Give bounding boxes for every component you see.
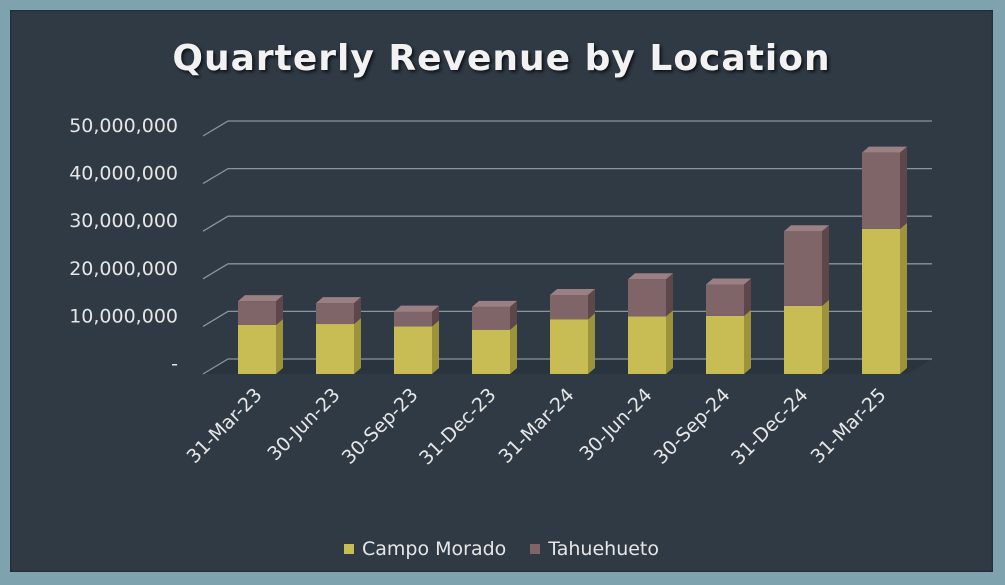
legend-label-tahuehueto: Tahuehueto	[548, 538, 660, 560]
y-tick-label: 10,000,000	[69, 305, 178, 327]
bar-tahuehueto-5	[628, 279, 666, 317]
legend-swatch-tahuehueto	[530, 544, 541, 554]
bar-campo-morado-5	[628, 316, 666, 374]
legend-item-tahuehueto: Tahuehueto	[530, 538, 659, 560]
bar-top-0	[238, 295, 283, 302]
bar-side-1-0	[276, 295, 283, 325]
gridline	[202, 215, 932, 232]
bar-top-1	[316, 297, 361, 304]
x-tick-label: 31-Mar-24	[495, 384, 579, 468]
bar-side-0-2	[432, 320, 439, 374]
bar-side-0-7	[822, 299, 829, 374]
bar-top-3	[472, 300, 517, 307]
bar-top-5	[628, 273, 673, 280]
y-tick-label: 50,000,000	[69, 115, 178, 137]
bar-side-1-3	[510, 300, 517, 330]
bar-campo-morado-1	[316, 324, 354, 374]
bar-side-0-6	[744, 309, 751, 374]
bar-side-0-1	[354, 318, 361, 374]
bar-side-1-7	[822, 225, 829, 306]
bar-tahuehueto-6	[706, 284, 744, 316]
legend: Campo Morado Tahuehueto	[10, 538, 993, 560]
bar-side-1-4	[588, 288, 595, 320]
bar-campo-morado-3	[472, 329, 510, 374]
legend-label-campo-morado: Campo Morado	[361, 538, 507, 560]
x-tick-label: 31-Mar-23	[183, 384, 267, 468]
x-tick-label: 30-Sep-23	[338, 384, 423, 469]
bar-top-2	[394, 305, 439, 312]
bar-tahuehueto-1	[316, 303, 354, 325]
gridline	[202, 120, 932, 137]
bar-side-1-8	[900, 146, 907, 229]
y-tick-label: 40,000,000	[69, 163, 178, 185]
bar-campo-morado-7	[784, 305, 822, 374]
bar-top-7	[784, 225, 829, 232]
bar-side-0-5	[666, 310, 673, 374]
bar-tahuehueto-7	[784, 231, 822, 306]
y-tick-label: -	[171, 353, 178, 375]
bar-campo-morado-2	[394, 326, 432, 374]
bar-campo-morado-0	[238, 324, 276, 374]
x-tick-label: 31-Dec-23	[415, 384, 500, 469]
y-tick-label: 30,000,000	[69, 210, 178, 232]
bar-top-4	[550, 288, 595, 295]
bar-tahuehueto-4	[550, 294, 588, 320]
bar-tahuehueto-0	[238, 301, 276, 325]
bar-campo-morado-8	[862, 228, 900, 374]
gridline	[202, 263, 932, 280]
bar-side-0-3	[510, 323, 517, 374]
gridline	[202, 358, 932, 375]
bar-side-1-1	[354, 297, 361, 325]
bar-side-1-6	[744, 278, 751, 316]
y-tick-label: 20,000,000	[69, 258, 178, 280]
bar-tahuehueto-8	[862, 152, 900, 229]
x-tick-label: 31-Dec-24	[727, 384, 812, 469]
bar-top-6	[706, 278, 751, 285]
bar-top-8	[862, 146, 907, 153]
gridline	[202, 310, 932, 327]
gridline	[202, 167, 932, 185]
bar-side-0-4	[588, 313, 595, 374]
bar-side-0-8	[900, 222, 907, 374]
bar-tahuehueto-2	[394, 311, 432, 327]
bar-side-0-0	[276, 318, 283, 374]
chart-title: Quarterly Revenue by Location	[172, 38, 831, 79]
bar-side-1-5	[666, 273, 673, 317]
bar-tahuehueto-3	[472, 306, 510, 330]
x-tick-label: 30-Jun-24	[575, 384, 656, 465]
x-tick-label: 30-Jun-23	[263, 384, 344, 465]
chart-plot: - 10,000,000 20,000,000 30,000,000 40,000,00…	[69, 115, 932, 469]
x-tick-label: 30-Sep-24	[650, 384, 735, 469]
x-tick-label: 31-Mar-25	[807, 384, 891, 468]
legend-swatch-campo-morado	[343, 544, 354, 554]
bar-side-1-2	[432, 305, 439, 327]
bar-campo-morado-4	[550, 319, 588, 374]
bar-campo-morado-6	[706, 315, 744, 374]
legend-item-campo-morado: Campo Morado	[343, 538, 507, 560]
chart-panel: Quarterly Revenue by Location - 10,000,00…	[10, 10, 993, 572]
